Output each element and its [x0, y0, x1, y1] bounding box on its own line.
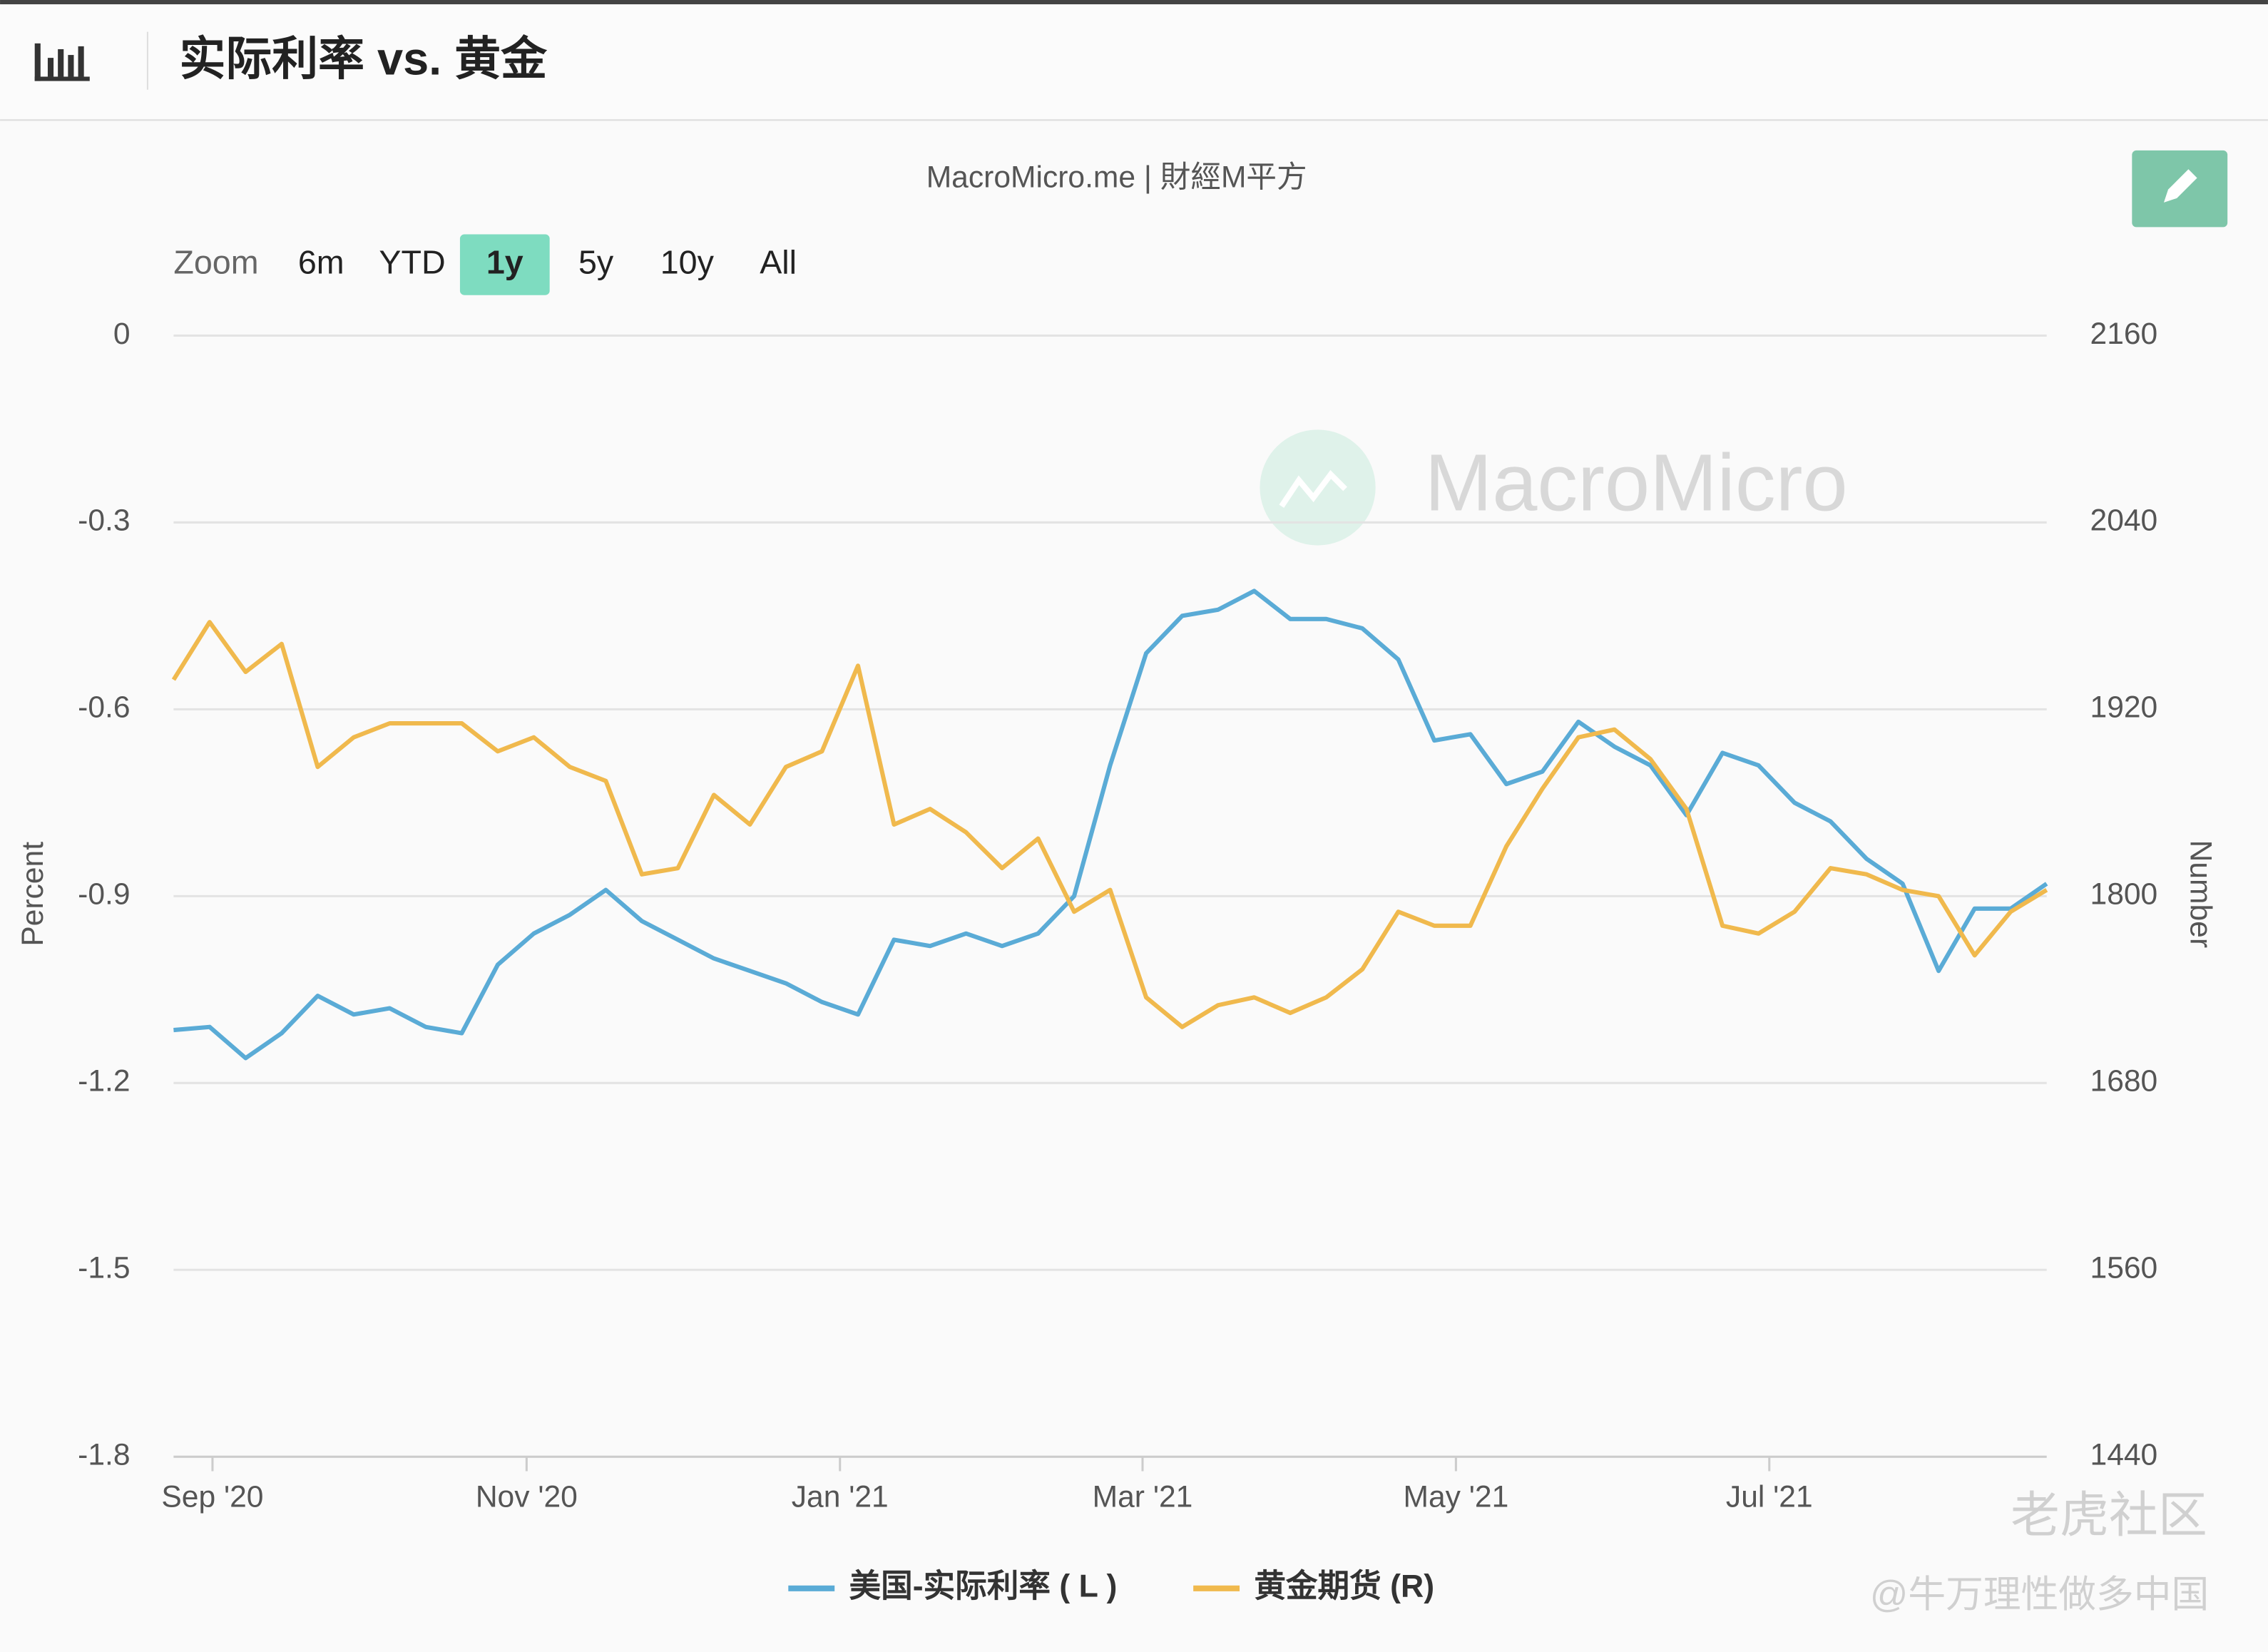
zoom-button[interactable]: 1y	[486, 243, 523, 280]
x-tick-label: Mar '21	[1093, 1479, 1193, 1514]
x-tick-label: Nov '20	[476, 1479, 578, 1514]
y-axis-label: Percent	[16, 842, 50, 947]
zoom-label: Zoom	[173, 243, 258, 280]
legend-label[interactable]: 黄金期货 (R)	[1254, 1569, 1434, 1604]
zoom-button[interactable]: 5y	[578, 243, 614, 280]
zoom-button[interactable]: YTD	[379, 243, 445, 280]
y-tick-label: -1.8	[78, 1437, 130, 1472]
y2-tick-label: 1800	[2090, 877, 2158, 912]
y-tick-label: -1.2	[78, 1064, 130, 1098]
y2-tick-label: 1920	[2090, 690, 2158, 725]
zoom-button[interactable]: All	[760, 243, 797, 280]
y2-tick-label: 1560	[2090, 1251, 2158, 1285]
y-tick-label: -1.5	[78, 1251, 130, 1285]
y2-tick-label: 2040	[2090, 504, 2158, 538]
x-tick-label: May '21	[1404, 1479, 1509, 1514]
watermark-author: @牛万理性做多中国	[1870, 1574, 2209, 1616]
y2-tick-label: 1680	[2090, 1064, 2158, 1098]
chart-icon	[34, 43, 90, 81]
y-tick-label: -0.9	[78, 877, 130, 912]
x-tick-label: Sep '20	[161, 1479, 263, 1514]
page-title: 实际利率 vs. 黄金	[180, 32, 548, 84]
y2-tick-label: 1440	[2090, 1437, 2158, 1472]
y-tick-label: -0.6	[78, 690, 130, 725]
zoom-button[interactable]: 6m	[298, 243, 344, 280]
y2-tick-label: 2160	[2090, 317, 2158, 351]
zoom-button-bg[interactable]	[459, 234, 550, 295]
x-tick-label: Jan '21	[792, 1479, 889, 1514]
y2-axis-label: Number	[2183, 840, 2217, 948]
watermark-community: 老虎社区	[2011, 1488, 2207, 1543]
pencil-icon	[2163, 169, 2197, 203]
watermark: MacroMicro	[1425, 437, 1848, 528]
y-tick-label: -0.3	[78, 504, 130, 538]
watermark-logo-line	[1279, 470, 1347, 509]
top-border	[0, 0, 2268, 5]
x-tick-label: Jul '21	[1726, 1479, 1813, 1514]
y-tick-label: 0	[113, 317, 131, 351]
edit-button[interactable]	[2132, 150, 2228, 228]
series-line	[171, 620, 2048, 1029]
zoom-button[interactable]: 10y	[660, 243, 715, 280]
series-line	[173, 588, 2048, 1061]
chart-subtitle: MacroMicro.me | 財經M平方	[926, 160, 1307, 195]
legend-label[interactable]: 美国-实际利率 ( L )	[849, 1569, 1117, 1604]
header-bar	[0, 4, 2268, 121]
